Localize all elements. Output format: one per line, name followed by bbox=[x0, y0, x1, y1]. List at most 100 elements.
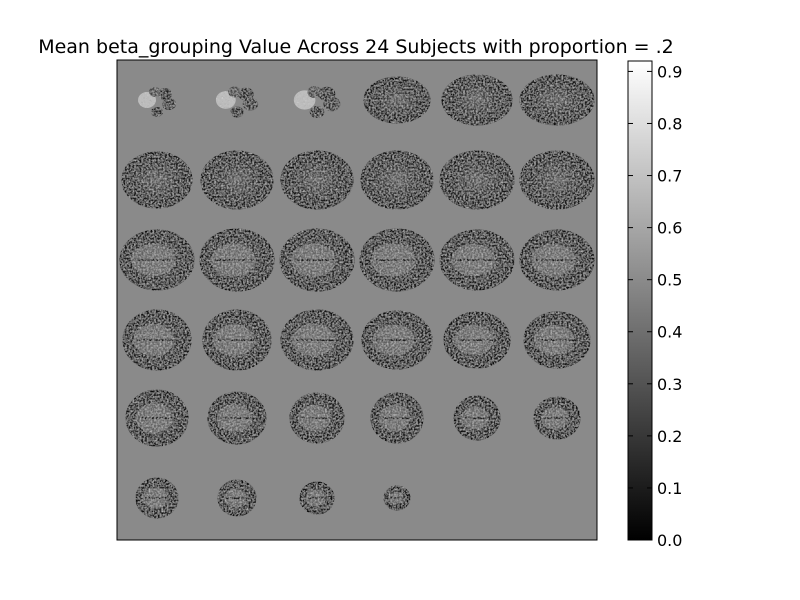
slice-rim bbox=[280, 309, 354, 371]
colorbar: 0.0 0.1 0.2 0.3 0.4 0.5 0.6 0.7 0.8 0.9 bbox=[627, 60, 682, 550]
brain-slice bbox=[361, 310, 433, 370]
slice-body bbox=[443, 76, 511, 124]
colorbar-ticks: 0.0 0.1 0.2 0.3 0.4 0.5 0.6 0.7 0.8 0.9 bbox=[628, 62, 682, 550]
brain-slice bbox=[122, 309, 192, 371]
slice-rim bbox=[125, 389, 189, 447]
slice-rim bbox=[533, 396, 581, 440]
brain-slice bbox=[207, 391, 267, 445]
brain-slices bbox=[119, 74, 595, 519]
brain-slice bbox=[135, 477, 179, 519]
slice-lobe bbox=[242, 97, 259, 111]
slice-body bbox=[123, 153, 191, 207]
slice-body bbox=[441, 152, 513, 208]
slice-body bbox=[365, 78, 429, 122]
slice-rim bbox=[280, 150, 354, 210]
slice-lobe bbox=[323, 96, 341, 112]
slice-rim bbox=[443, 311, 511, 369]
brain-slice bbox=[138, 87, 176, 117]
slice-body bbox=[521, 152, 593, 208]
brain-slice bbox=[519, 74, 595, 126]
colorbar-tick-label: 0.0 bbox=[657, 531, 682, 550]
slice-lobe bbox=[228, 86, 242, 98]
slice-body bbox=[362, 152, 432, 208]
brain-slice bbox=[533, 396, 581, 440]
colorbar-tick-label: 0.2 bbox=[657, 427, 682, 446]
slice-lobe bbox=[151, 107, 163, 117]
slice-rim bbox=[202, 309, 272, 371]
slice-rim bbox=[453, 395, 501, 441]
slice-rim bbox=[359, 228, 435, 292]
brain-slice bbox=[293, 86, 341, 118]
slice-body bbox=[282, 152, 352, 208]
brain-slice bbox=[200, 150, 274, 210]
brain-slice bbox=[383, 485, 411, 511]
slice-rim bbox=[289, 392, 345, 444]
slice-body bbox=[521, 76, 593, 124]
slice-lobe bbox=[158, 88, 172, 100]
slice-rim bbox=[135, 477, 179, 519]
brain-slice bbox=[360, 150, 434, 210]
slice-lobe bbox=[309, 106, 325, 118]
slice-rim bbox=[122, 309, 192, 371]
slice-rim bbox=[439, 229, 515, 291]
brain-slice bbox=[280, 309, 354, 371]
slice-rim bbox=[207, 391, 267, 445]
colorbar-tick-label: 0.1 bbox=[657, 479, 682, 498]
brain-slice bbox=[279, 228, 355, 292]
slice-rim bbox=[439, 150, 515, 210]
brain-slice bbox=[443, 311, 511, 369]
brain-slice bbox=[202, 309, 272, 371]
slice-lobe bbox=[162, 98, 176, 110]
colorbar-tick-label: 0.3 bbox=[657, 375, 682, 394]
brain-slice bbox=[199, 228, 275, 292]
slice-lobe bbox=[149, 87, 161, 97]
brain-slice bbox=[217, 479, 257, 517]
slice-body bbox=[202, 152, 272, 208]
colorbar-tick-label: 0.5 bbox=[657, 271, 682, 290]
slice-rim bbox=[523, 311, 591, 369]
colorbar-tick-label: 0.8 bbox=[657, 114, 682, 133]
brain-slice bbox=[370, 392, 424, 444]
brain-slice bbox=[359, 228, 435, 292]
brain-slice bbox=[439, 229, 515, 291]
slice-rim bbox=[217, 479, 257, 517]
slice-lobe bbox=[238, 87, 254, 101]
brain-slice bbox=[125, 389, 189, 447]
slice-rim bbox=[441, 74, 513, 126]
brain-slice bbox=[289, 392, 345, 444]
chart-title: Mean beta_grouping Value Across 24 Subje… bbox=[38, 36, 674, 58]
slice-lobe bbox=[307, 86, 322, 98]
colorbar-gradient bbox=[627, 60, 653, 541]
panel-frame bbox=[116, 59, 598, 541]
brain-slice bbox=[441, 74, 513, 126]
slice-rim bbox=[119, 229, 195, 291]
colorbar-tick-label: 0.7 bbox=[657, 167, 682, 186]
colorbar-tick-label: 0.9 bbox=[657, 62, 682, 81]
slice-lobe bbox=[230, 106, 244, 118]
brain-slice bbox=[121, 151, 193, 209]
brain-slice bbox=[299, 481, 335, 515]
slice-rim bbox=[519, 150, 595, 210]
brain-slice bbox=[215, 86, 259, 118]
slice-rim bbox=[519, 229, 595, 291]
slice-rim bbox=[199, 228, 275, 292]
slice-rim bbox=[299, 481, 335, 515]
brain-slice bbox=[363, 76, 431, 124]
brain-slice bbox=[523, 311, 591, 369]
brain-slice bbox=[119, 229, 195, 291]
brain-slice bbox=[519, 150, 595, 210]
panel-background bbox=[117, 60, 597, 540]
colorbar-tick-label: 0.4 bbox=[657, 323, 682, 342]
brain-slice bbox=[519, 229, 595, 291]
colorbar-tick-label: 0.6 bbox=[657, 219, 682, 238]
brain-slice bbox=[439, 150, 515, 210]
slice-rim bbox=[361, 310, 433, 370]
slice-rim bbox=[360, 150, 434, 210]
slice-rim bbox=[370, 392, 424, 444]
slice-rim bbox=[363, 76, 431, 124]
slice-rim bbox=[519, 74, 595, 126]
slice-rim bbox=[121, 151, 193, 209]
slice-rim bbox=[279, 228, 355, 292]
brain-slice bbox=[453, 395, 501, 441]
